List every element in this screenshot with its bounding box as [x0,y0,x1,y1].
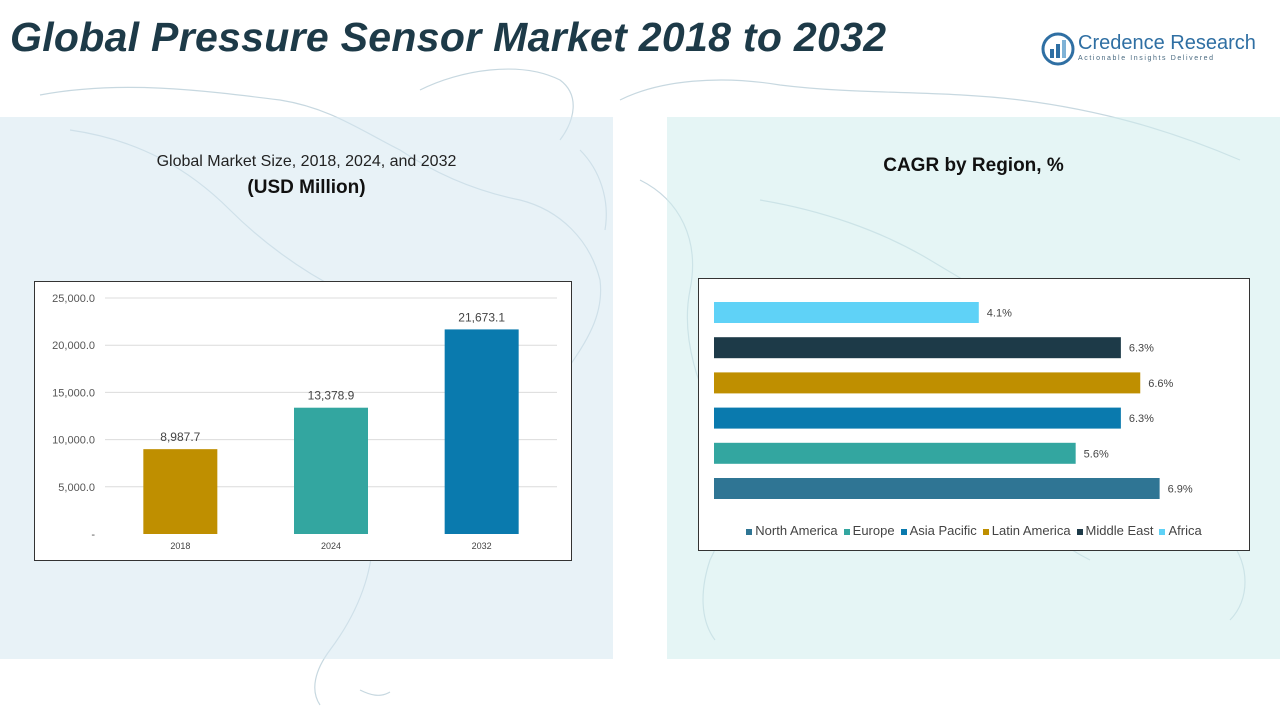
credence-research-logo: Credence Research Actionable Insights De… [1040,30,1270,70]
bar-asia-pacific [714,407,1121,429]
x-tick-label: 2032 [472,541,492,551]
y-tick-label: 15,000.0 [52,387,95,399]
legend-label: Asia Pacific [909,523,977,538]
legend-item: Middle East [1076,523,1154,538]
x-tick-label: 2018 [170,541,190,551]
legend-label: Africa [1168,523,1202,538]
cagr-title: CAGR by Region, % [883,155,1064,176]
bar-latin-america [714,372,1141,394]
data-label: 6.3% [1129,413,1154,425]
legend-item: North America [746,523,838,538]
bar-north-america [714,478,1160,499]
y-tick-label: 5,000.0 [58,482,95,494]
page-title: Global Pressure Sensor Market 2018 to 20… [10,14,887,60]
legend-label: Latin America [991,523,1071,538]
market-size-chart-svg: - 5,000.0 10,000.0 15,000.0 20,000.0 25,000.0… [52,293,557,551]
data-label: 6.3% [1129,343,1154,355]
data-label: 4.1% [987,308,1012,320]
bar-africa [714,302,979,323]
bar-2024 [294,407,368,534]
y-tick-label: - [91,529,95,541]
legend-label: Middle East [1085,523,1154,538]
y-tick-label: 10,000.0 [52,435,95,447]
legend-item: Latin America [982,523,1071,538]
legend-item: Africa [1159,523,1202,538]
logo-name: Credence Research [1078,32,1256,54]
legend-swatch [1076,528,1083,535]
legend-item: Europe [843,523,895,538]
legend-label: Europe [852,523,895,538]
legend-swatch [982,528,989,535]
data-label: 6.9% [1168,484,1193,496]
logo-tagline: Actionable Insights Delivered [1078,55,1215,62]
data-label: 6.6% [1148,378,1173,390]
bar-2032 [444,329,519,534]
bar-middle-east [714,337,1121,359]
bar-2018 [143,449,218,534]
x-tick-label: 2024 [321,541,341,551]
cagr-chart: 4.1% 6.3% 6.6% 6.3% 5.6% 6.9% North America Eu… [698,278,1250,551]
legend-swatch [843,528,850,535]
legend-swatch [900,528,907,535]
data-label: 21,673.1 [458,310,505,324]
cagr-chart-svg: 4.1% 6.3% 6.6% 6.3% 5.6% 6.9% [714,302,1193,499]
data-label: 8,987.7 [160,430,200,444]
market-size-chart: - 5,000.0 10,000.0 15,000.0 20,000.0 25,000.0… [34,281,572,561]
legend-label: North America [755,523,838,538]
legend-swatch [746,528,753,535]
market-size-unit: (USD Million) [247,177,366,198]
legend-swatch [1159,528,1166,535]
y-tick-label: 20,000.0 [52,340,95,352]
legend-item: Asia Pacific [900,523,977,538]
data-label: 13,378.9 [308,389,355,403]
data-label: 5.6% [1084,448,1109,460]
bar-europe [714,442,1076,464]
cagr-legend: North America Europe Asia Pacific Latin Ame… [699,523,1249,538]
market-size-subtitle: Global Market Size, 2018, 2024, and 2032 [156,153,457,170]
logo-mark-icon [1041,32,1075,66]
y-tick-label: 25,000.0 [52,293,95,305]
